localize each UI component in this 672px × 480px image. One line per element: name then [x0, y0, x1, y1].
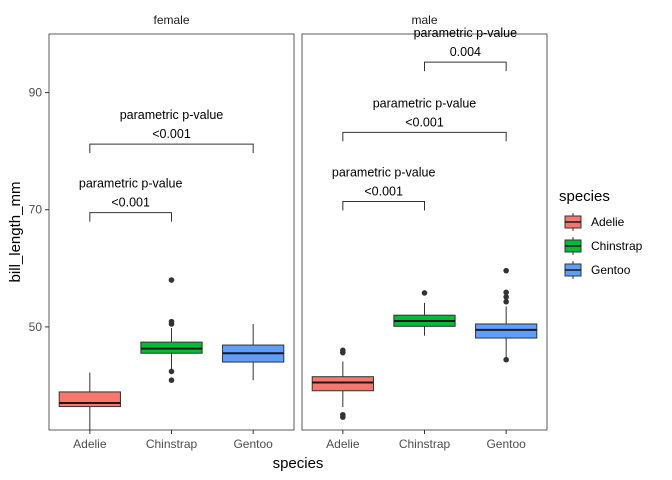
- x-tick-label: Adelie: [326, 437, 360, 451]
- box-body: [475, 323, 538, 339]
- axis-layer: bill_length_mm species 50 70 90: [7, 86, 323, 472]
- outlier-point: [168, 318, 175, 325]
- box-chinstrap: [140, 277, 203, 384]
- box-adelie: [58, 372, 121, 430]
- box-layer: [311, 267, 538, 420]
- bracket-p-value: <0.001: [405, 115, 444, 129]
- panel-male: male Adelie Chinstrap Gentoo parametric p-va…: [301, 13, 548, 451]
- legend-key-adelie: Adelie: [564, 213, 625, 231]
- bracket-p-value: <0.001: [152, 127, 191, 141]
- x-axis-title: species: [273, 455, 324, 472]
- panel-female: female Adelie Chinstrap Gentoo parametric p-…: [48, 13, 295, 451]
- outlier-point: [503, 289, 509, 296]
- outlier-point: [168, 368, 175, 375]
- legend: species Adelie Chinstrap Gentoo: [559, 188, 643, 279]
- box-gentoo: [475, 267, 538, 363]
- comparison-bracket: parametric p-value <0.001: [89, 108, 254, 154]
- bracket-p-value: <0.001: [364, 185, 403, 199]
- comparison-bracket: parametric p-value 0.004: [414, 26, 518, 72]
- bracket-test-label: parametric p-value: [120, 108, 224, 122]
- outlier-point: [503, 267, 509, 274]
- box-adelie: [311, 347, 374, 420]
- bracket-test-label: parametric p-value: [414, 26, 518, 40]
- bracket-p-value: <0.001: [111, 196, 150, 210]
- x-tick-label: Gentoo: [486, 437, 526, 451]
- box-chinstrap: [393, 290, 456, 336]
- box-body: [58, 391, 121, 408]
- legend-label: Gentoo: [591, 263, 631, 277]
- comparison-bracket: parametric p-value <0.001: [332, 166, 436, 211]
- bracket-line: [424, 61, 507, 72]
- outlier-point: [340, 347, 346, 354]
- panels-layer: female Adelie Chinstrap Gentoo parametric p-…: [48, 13, 548, 451]
- box-body: [311, 376, 374, 392]
- outlier-point: [503, 356, 509, 363]
- x-tick-label: Adelie: [73, 437, 107, 451]
- bracket-line: [89, 143, 254, 154]
- x-tick-label: Chinstrap: [146, 437, 198, 451]
- y-tick-label: 90: [29, 86, 43, 100]
- comparison-bracket: parametric p-value <0.001: [342, 96, 507, 142]
- y-tick-label: 70: [29, 203, 43, 217]
- outlier-point: [168, 377, 175, 384]
- bracket-p-value: 0.004: [450, 45, 481, 59]
- legend-label: Adelie: [591, 215, 625, 229]
- strip-label: male: [411, 13, 437, 27]
- panel-border: [301, 33, 548, 431]
- bracket-line: [342, 131, 507, 142]
- outlier-point: [340, 411, 346, 418]
- outlier-point: [503, 294, 509, 300]
- x-tick-label: Gentoo: [233, 437, 273, 451]
- legend-label: Chinstrap: [591, 239, 643, 253]
- strip-label: female: [153, 13, 189, 27]
- outlier-point: [503, 298, 509, 305]
- box-gentoo: [222, 323, 285, 381]
- y-axis-title: bill_length_mm: [7, 182, 24, 283]
- y-tick-label: 50: [29, 320, 43, 334]
- bracket-line: [342, 201, 425, 211]
- outlier-point: [168, 277, 175, 283]
- x-tick-label: Chinstrap: [399, 437, 451, 451]
- bracket-line: [89, 212, 172, 222]
- bracket-test-label: parametric p-value: [373, 96, 477, 110]
- legend-key-chinstrap: Chinstrap: [564, 237, 643, 255]
- legend-key-gentoo: Gentoo: [564, 261, 631, 279]
- outlier-point: [421, 290, 428, 296]
- bracket-test-label: parametric p-value: [79, 177, 183, 191]
- bracket-test-label: parametric p-value: [332, 166, 436, 180]
- legend-title: species: [559, 188, 610, 205]
- box-layer: [58, 277, 285, 430]
- comparison-bracket: parametric p-value <0.001: [79, 177, 183, 222]
